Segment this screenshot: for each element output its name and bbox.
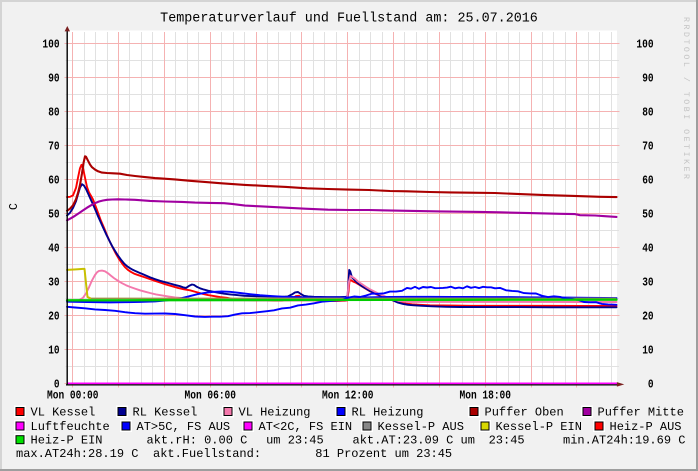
svg-text:um 23:45: um 23:45	[266, 433, 324, 447]
svg-text:Mon 00:00: Mon 00:00	[47, 388, 99, 402]
svg-text:50: 50	[48, 207, 59, 221]
svg-text:Puffer Oben: Puffer Oben	[485, 405, 564, 419]
svg-text:60: 60	[642, 173, 653, 187]
svg-text:max.AT24h:28.19 C: max.AT24h:28.19 C	[16, 447, 138, 461]
svg-text:Luftfeuchte: Luftfeuchte	[31, 420, 110, 434]
svg-text:80: 80	[48, 105, 59, 119]
svg-text:RL Kessel: RL Kessel	[133, 405, 198, 419]
svg-text:70: 70	[642, 139, 653, 153]
svg-text:C: C	[8, 203, 21, 210]
svg-text:akt.AT:23.09 C um: akt.AT:23.09 C um	[353, 433, 475, 447]
svg-text:VL Heizung: VL Heizung	[239, 405, 311, 419]
svg-text:30: 30	[48, 276, 59, 290]
svg-text:90: 90	[48, 71, 59, 85]
svg-text:30: 30	[642, 276, 653, 290]
svg-text:RRDTOOL / TOBI OETIKER: RRDTOOL / TOBI OETIKER	[681, 17, 691, 182]
svg-text:10: 10	[48, 344, 59, 358]
svg-text:Kessel-P AUS: Kessel-P AUS	[378, 420, 464, 434]
svg-text:akt.Fuellstand:: akt.Fuellstand:	[153, 447, 261, 461]
svg-text:10: 10	[642, 344, 653, 358]
svg-text:81 Prozent um 23:45: 81 Prozent um 23:45	[315, 447, 452, 461]
svg-text:100: 100	[636, 37, 653, 51]
svg-text:0: 0	[648, 378, 654, 392]
svg-text:RL Heizung: RL Heizung	[352, 405, 424, 419]
svg-text:Kessel-P EIN: Kessel-P EIN	[496, 420, 582, 434]
svg-text:100: 100	[42, 37, 59, 51]
svg-text:40: 40	[642, 242, 653, 256]
svg-text:Puffer Mitte: Puffer Mitte	[598, 405, 684, 419]
svg-text:Heiz-P EIN: Heiz-P EIN	[31, 433, 103, 447]
svg-text:20: 20	[642, 310, 653, 324]
svg-text:50: 50	[642, 207, 653, 221]
svg-text:Temperaturverlauf und Fuellsta: Temperaturverlauf und Fuellstand am: 25.…	[160, 12, 538, 27]
svg-text:Mon 12:00: Mon 12:00	[322, 388, 374, 402]
svg-text:90: 90	[642, 71, 653, 85]
svg-text:Mon 18:00: Mon 18:00	[460, 388, 512, 402]
svg-text:23:45: 23:45	[489, 433, 525, 447]
svg-text:0: 0	[54, 378, 60, 392]
svg-text:80: 80	[642, 105, 653, 119]
svg-text:Heiz-P AUS: Heiz-P AUS	[610, 420, 682, 434]
svg-text:20: 20	[48, 310, 59, 324]
svg-text:akt.rH: 0.00 C: akt.rH: 0.00 C	[147, 433, 248, 447]
svg-text:70: 70	[48, 139, 59, 153]
svg-text:AT>5C, FS AUS: AT>5C, FS AUS	[137, 420, 231, 434]
svg-text:min.AT24h:19.69 C: min.AT24h:19.69 C	[563, 433, 685, 447]
svg-text:AT<2C, FS EIN: AT<2C, FS EIN	[259, 420, 353, 434]
svg-text:Mon 06:00: Mon 06:00	[185, 388, 237, 402]
svg-text:40: 40	[48, 242, 59, 256]
svg-text:60: 60	[48, 173, 59, 187]
svg-text:VL Kessel: VL Kessel	[31, 405, 96, 419]
